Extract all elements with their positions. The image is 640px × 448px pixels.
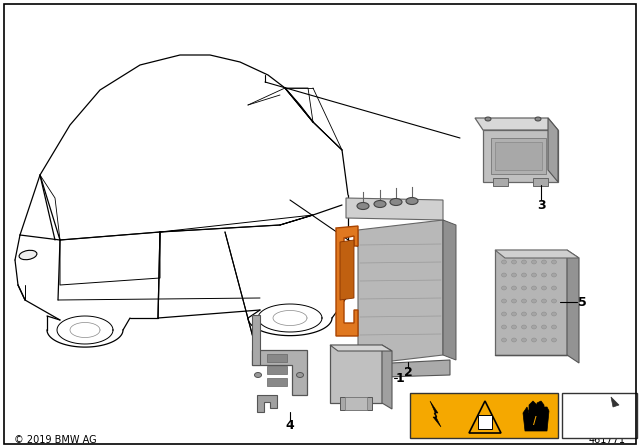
Ellipse shape: [502, 325, 506, 329]
Ellipse shape: [541, 260, 547, 264]
Ellipse shape: [511, 325, 516, 329]
Polygon shape: [346, 198, 443, 220]
Ellipse shape: [552, 312, 557, 316]
Ellipse shape: [255, 372, 262, 378]
Ellipse shape: [19, 250, 37, 260]
Ellipse shape: [522, 312, 527, 316]
Polygon shape: [611, 397, 619, 407]
Polygon shape: [330, 345, 382, 403]
Ellipse shape: [522, 299, 527, 303]
Bar: [267, 366, 287, 374]
Polygon shape: [382, 345, 392, 409]
Ellipse shape: [522, 260, 527, 264]
Ellipse shape: [541, 312, 547, 316]
Bar: [491, 138, 546, 174]
Ellipse shape: [511, 312, 516, 316]
Polygon shape: [340, 397, 372, 410]
Polygon shape: [257, 395, 277, 412]
Ellipse shape: [502, 273, 506, 277]
Polygon shape: [443, 220, 456, 360]
Text: /: /: [533, 416, 537, 426]
Ellipse shape: [511, 273, 516, 277]
Ellipse shape: [390, 198, 402, 206]
Bar: [493, 178, 508, 186]
Ellipse shape: [502, 260, 506, 264]
Ellipse shape: [552, 299, 557, 303]
Text: 3: 3: [537, 198, 545, 211]
Polygon shape: [330, 345, 392, 351]
Ellipse shape: [541, 325, 547, 329]
Polygon shape: [340, 240, 354, 300]
Ellipse shape: [511, 286, 516, 290]
Ellipse shape: [541, 299, 547, 303]
Ellipse shape: [541, 338, 547, 342]
Text: 4: 4: [285, 418, 294, 431]
Ellipse shape: [374, 201, 386, 207]
Ellipse shape: [541, 286, 547, 290]
Polygon shape: [358, 220, 443, 365]
Ellipse shape: [511, 260, 516, 264]
Bar: [495, 142, 542, 170]
Ellipse shape: [531, 286, 536, 290]
Ellipse shape: [552, 286, 557, 290]
Polygon shape: [495, 250, 579, 258]
Ellipse shape: [531, 338, 536, 342]
Bar: [267, 378, 287, 386]
Text: 1: 1: [396, 371, 404, 384]
Polygon shape: [548, 118, 558, 182]
Polygon shape: [252, 350, 307, 395]
Ellipse shape: [552, 338, 557, 342]
Ellipse shape: [511, 338, 516, 342]
Ellipse shape: [552, 273, 557, 277]
Polygon shape: [430, 401, 441, 427]
Ellipse shape: [531, 312, 536, 316]
Ellipse shape: [552, 260, 557, 264]
Bar: [345, 397, 367, 410]
Ellipse shape: [535, 117, 541, 121]
Ellipse shape: [502, 299, 506, 303]
Polygon shape: [483, 130, 558, 182]
Ellipse shape: [357, 202, 369, 210]
Ellipse shape: [522, 338, 527, 342]
Polygon shape: [336, 226, 358, 336]
Bar: [533, 178, 548, 186]
Ellipse shape: [552, 325, 557, 329]
Ellipse shape: [531, 260, 536, 264]
Bar: [478, 415, 492, 429]
Ellipse shape: [502, 338, 506, 342]
Ellipse shape: [531, 273, 536, 277]
Ellipse shape: [522, 286, 527, 290]
Ellipse shape: [531, 325, 536, 329]
Polygon shape: [567, 250, 579, 363]
Ellipse shape: [502, 312, 506, 316]
Polygon shape: [340, 362, 353, 378]
Text: 2: 2: [404, 366, 412, 379]
Polygon shape: [252, 315, 260, 365]
Ellipse shape: [296, 372, 303, 378]
Bar: [410, 393, 558, 438]
Text: © 2019 BMW AG: © 2019 BMW AG: [14, 435, 97, 445]
Text: 5: 5: [578, 296, 586, 309]
Ellipse shape: [502, 286, 506, 290]
Ellipse shape: [406, 198, 418, 204]
Ellipse shape: [522, 325, 527, 329]
Polygon shape: [353, 360, 450, 378]
Polygon shape: [523, 401, 549, 431]
Ellipse shape: [522, 273, 527, 277]
Bar: [562, 393, 637, 438]
Polygon shape: [475, 118, 558, 130]
Bar: [267, 354, 287, 362]
Text: 461771: 461771: [589, 435, 626, 445]
Ellipse shape: [485, 117, 491, 121]
Ellipse shape: [541, 273, 547, 277]
Ellipse shape: [531, 299, 536, 303]
Ellipse shape: [511, 299, 516, 303]
Polygon shape: [495, 250, 567, 355]
